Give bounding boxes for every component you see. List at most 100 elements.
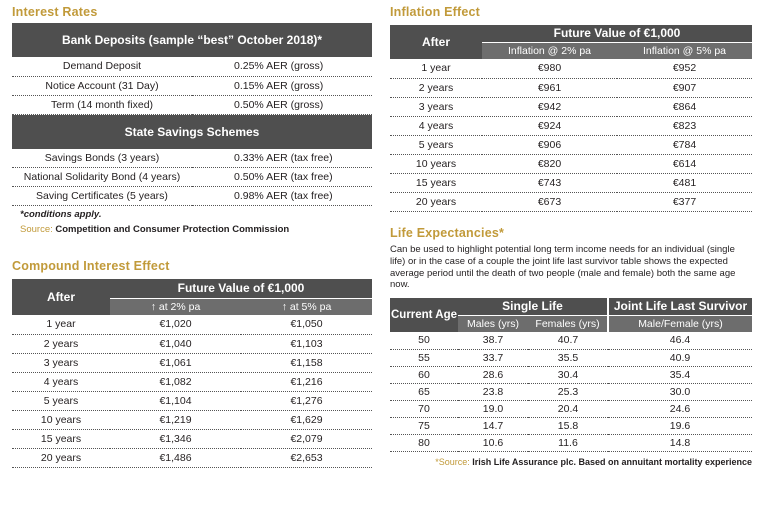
life-expectancy-title: Life Expectancies*	[390, 226, 505, 240]
compound-2pct-value: €1,219	[110, 410, 241, 430]
compound-5pct-value: €2,079	[241, 429, 372, 449]
rate-label: Term (14 month fixed)	[12, 95, 192, 115]
state-savings-row: National Solidarity Bond (4 years) 0.50% …	[12, 167, 372, 187]
life-females-value: 15.8	[528, 417, 608, 435]
compound-after: 15 years	[12, 429, 110, 449]
inflation-col-group: Future Value of €1,000	[482, 25, 752, 43]
life-row: 80 10.6 11.6 14.8	[390, 434, 752, 452]
inflation-row: 20 years €673 €377	[390, 192, 752, 212]
inflation-5pct-value: €377	[617, 192, 752, 212]
compound-col-after: After	[12, 279, 110, 315]
inflation-2pct-value: €961	[482, 78, 617, 98]
life-row: 60 28.6 30.4 35.4	[390, 366, 752, 384]
state-savings-row: Savings Bonds (3 years) 0.33% AER (tax fr…	[12, 148, 372, 168]
life-males-value: 38.7	[458, 332, 528, 350]
life-age: 75	[390, 417, 458, 435]
life-expectancy-description: Can be used to highlight potential long …	[390, 244, 736, 291]
rate-label: Notice Account (31 Day)	[12, 76, 192, 96]
compound-after: 10 years	[12, 410, 110, 430]
compound-2pct-value: €1,346	[110, 429, 241, 449]
compound-row: 3 years €1,061 €1,158	[12, 353, 372, 373]
life-col-females: Females (yrs)	[528, 315, 609, 333]
source-label: Source:	[20, 224, 53, 235]
interest-source: Source: Competition and Consumer Protect…	[20, 224, 372, 235]
inflation-after: 20 years	[390, 192, 482, 212]
life-age: 65	[390, 383, 458, 401]
inflation-5pct-value: €907	[617, 78, 752, 98]
rate-label: Demand Deposit	[12, 57, 192, 77]
inflation-after: 3 years	[390, 97, 482, 117]
life-expectancy-panel: Life Expectancies* Can be used to highli…	[390, 225, 752, 467]
compound-2pct-value: €1,104	[110, 391, 241, 411]
inflation-row: 3 years €942 €864	[390, 97, 752, 117]
compound-interest-panel: Compound Interest Effect After Future Va…	[12, 258, 372, 468]
inflation-col-5pct: Inflation @ 5% pa	[617, 42, 752, 59]
bank-deposit-row: Demand Deposit 0.25% AER (gross)	[12, 57, 372, 77]
life-joint-value: 35.4	[608, 366, 752, 384]
inflation-5pct-value: €614	[617, 154, 752, 174]
rate-value: 0.33% AER (tax free)	[192, 148, 372, 168]
life-row: 65 23.8 25.3 30.0	[390, 383, 752, 401]
rate-value: 0.25% AER (gross)	[192, 57, 372, 77]
rate-value: 0.50% AER (gross)	[192, 95, 372, 115]
compound-after: 5 years	[12, 391, 110, 411]
compound-col-group: Future Value of €1,000	[110, 279, 372, 299]
compound-2pct-value: €1,020	[110, 315, 241, 335]
compound-after: 1 year	[12, 315, 110, 335]
life-females-value: 35.5	[528, 349, 608, 367]
bank-deposit-row: Notice Account (31 Day) 0.15% AER (gross)	[12, 76, 372, 96]
compound-5pct-value: €2,653	[241, 448, 372, 468]
compound-interest-title: Compound Interest Effect	[12, 259, 170, 273]
interest-rates-panel: Interest Rates Bank Deposits (sample “be…	[12, 4, 372, 235]
life-age: 55	[390, 349, 458, 367]
life-joint-value: 46.4	[608, 332, 752, 350]
inflation-table: After Future Value of €1,000 Inflation @…	[390, 25, 752, 212]
life-males-value: 33.7	[458, 349, 528, 367]
compound-5pct-value: €1,103	[241, 334, 372, 354]
compound-5pct-value: €1,158	[241, 353, 372, 373]
inflation-after: 4 years	[390, 116, 482, 136]
life-males-value: 10.6	[458, 434, 528, 452]
life-col-males: Males (yrs)	[458, 315, 528, 333]
inflation-5pct-value: €481	[617, 173, 752, 193]
compound-after: 4 years	[12, 372, 110, 392]
compound-5pct-value: €1,216	[241, 372, 372, 392]
rate-label: Saving Certificates (5 years)	[12, 186, 192, 206]
inflation-row: 2 years €961 €907	[390, 78, 752, 98]
inflation-row: 15 years €743 €481	[390, 173, 752, 193]
inflation-after: 2 years	[390, 78, 482, 98]
state-savings-row: Saving Certificates (5 years) 0.98% AER (…	[12, 186, 372, 206]
inflation-after: 15 years	[390, 173, 482, 193]
life-males-value: 23.8	[458, 383, 528, 401]
inflation-row: 10 years €820 €614	[390, 154, 752, 174]
life-males-value: 28.6	[458, 366, 528, 384]
compound-5pct-value: €1,050	[241, 315, 372, 335]
life-col-age: Current Age	[390, 298, 458, 333]
life-males-value: 19.0	[458, 400, 528, 418]
inflation-5pct-value: €864	[617, 97, 752, 117]
interest-rates-title: Interest Rates	[12, 5, 98, 19]
rate-value: 0.98% AER (tax free)	[192, 186, 372, 206]
bank-deposits-table: Demand Deposit 0.25% AER (gross) Notice Ac…	[12, 57, 372, 115]
inflation-5pct-value: €823	[617, 116, 752, 136]
life-row: 50 38.7 40.7 46.4	[390, 332, 752, 350]
life-col-male-female: Male/Female (yrs)	[608, 315, 752, 333]
inflation-after: 5 years	[390, 135, 482, 155]
rate-value: 0.15% AER (gross)	[192, 76, 372, 96]
compound-interest-table: After Future Value of €1,000 ↑ at 2% pa …	[12, 279, 372, 468]
compound-5pct-value: €1,629	[241, 410, 372, 430]
life-source-label: *Source:	[435, 456, 470, 467]
life-females-value: 11.6	[528, 434, 608, 452]
inflation-2pct-value: €980	[482, 59, 617, 79]
inflation-2pct-value: €820	[482, 154, 617, 174]
compound-5pct-value: €1,276	[241, 391, 372, 411]
inflation-title: Inflation Effect	[390, 5, 481, 19]
inflation-2pct-value: €942	[482, 97, 617, 117]
life-expectancy-table: Current Age Single Life Joint Life Last …	[390, 298, 752, 452]
compound-col-5pct: ↑ at 5% pa	[241, 298, 372, 315]
inflation-5pct-value: €952	[617, 59, 752, 79]
life-age: 70	[390, 400, 458, 418]
state-savings-table: Savings Bonds (3 years) 0.33% AER (tax fr…	[12, 148, 372, 206]
compound-col-2pct: ↑ at 2% pa	[110, 298, 241, 315]
life-row: 55 33.7 35.5 40.9	[390, 349, 752, 367]
